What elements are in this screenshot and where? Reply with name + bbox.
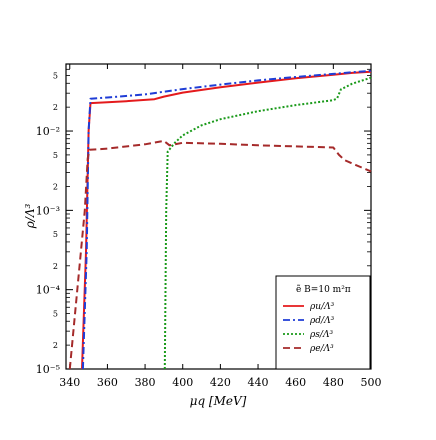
y-axis-title: ρ/Λ³ — [23, 204, 37, 230]
y-minor-tick-label: 5 — [53, 151, 58, 160]
x-tick-label: 500 — [361, 376, 382, 389]
legend: ẽ B=10 m²π ρu/Λ³ ρd/Λ³ ρs/Λ³ ρe/Λ³ — [275, 275, 371, 370]
legend-title: ẽ B=10 m²π — [296, 284, 351, 295]
y-major-tick-label: 10⁻⁴ — [36, 284, 61, 297]
x-tick-label: 420 — [210, 376, 231, 389]
x-tick-label: 360 — [97, 376, 118, 389]
legend-label-3: ρs/Λ³ — [309, 330, 333, 340]
x-axis-title: μq [MeV] — [190, 394, 247, 408]
y-minor-tick-label: 2 — [53, 262, 58, 271]
legend-label-4: ρe/Λ³ — [309, 344, 334, 354]
y-minor-tick-label: 5 — [53, 230, 58, 239]
x-tick-label: 340 — [59, 376, 80, 389]
series-line-2 — [81, 69, 372, 370]
x-tick-label: 380 — [135, 376, 156, 389]
legend-label-1: ρu/Λ³ — [309, 302, 335, 312]
y-major-tick-label: 10⁻⁵ — [36, 363, 60, 376]
x-tick-label: 460 — [285, 376, 306, 389]
y-major-tick-label: 10⁻³ — [36, 204, 60, 217]
y-minor-tick-label: 2 — [53, 182, 58, 191]
y-minor-tick-label: 2 — [53, 103, 58, 112]
y-minor-tick-label: 2 — [53, 341, 58, 350]
x-tick-label: 440 — [248, 376, 269, 389]
legend-label-2: ρd/Λ³ — [309, 316, 335, 326]
series-line-3 — [163, 76, 372, 370]
y-minor-tick-label: 5 — [53, 72, 58, 81]
x-tick-label: 480 — [323, 376, 344, 389]
plot-frame — [65, 63, 372, 370]
y-major-tick-label: 10⁻² — [36, 125, 60, 138]
y-minor-tick-label: 5 — [53, 310, 58, 319]
legend-box — [275, 275, 371, 370]
series-line-1 — [81, 70, 372, 370]
ticks-layer: 340 360 380 400 420 440 460 480 500 10⁻⁵ 10⁻⁴ 10⁻³ 1… — [36, 63, 382, 389]
series-line-4 — [68, 139, 372, 370]
x-tick-label: 400 — [172, 376, 193, 389]
series-layer — [68, 69, 372, 370]
